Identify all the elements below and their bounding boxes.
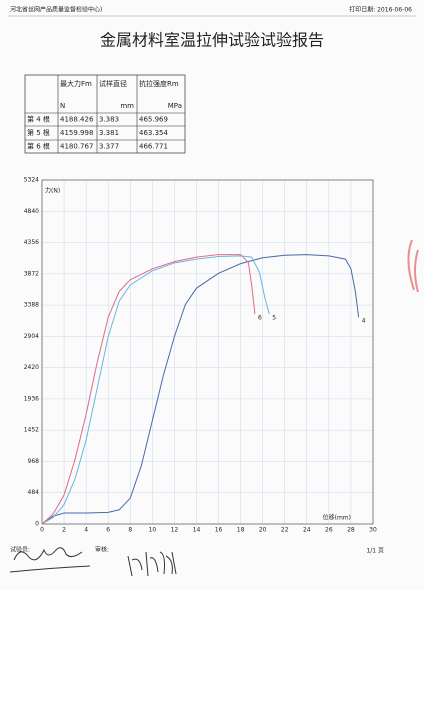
x-tick-label: 18 [237, 527, 245, 534]
x-tick-label: 14 [193, 527, 201, 534]
curve [41, 254, 360, 525]
y-tick-label: 968 [28, 458, 40, 465]
table-cell: 最大力Fm [60, 79, 92, 88]
x-tick-label: 28 [347, 527, 355, 534]
table-cell: 465.969 [139, 116, 168, 124]
signature [127, 551, 177, 577]
x-tick-label: 20 [259, 527, 267, 534]
table-border [24, 74, 186, 154]
table: 最大力Fm 试样直径 抗拉强度Rm N mm MPa 第 4 根 4188.426 3.383 4… [24, 74, 186, 154]
table-cell: MPa [168, 102, 182, 110]
table-cell: 4159.998 [60, 129, 93, 137]
plot-frame [41, 179, 374, 525]
curve-label: 6 [258, 315, 262, 322]
table-cell: 463.354 [139, 129, 168, 137]
x-tick-label: 0 [40, 527, 44, 534]
y-tick-label: 5324 [24, 177, 39, 184]
table-cell: 抗拉强度Rm [139, 79, 179, 88]
table-cell: 3.381 [99, 129, 119, 137]
y-tick-label: 3388 [24, 302, 39, 309]
table-cell: 466.771 [139, 143, 168, 151]
table-cell: 3.383 [99, 116, 119, 124]
y-tick-label: 0 [35, 521, 39, 528]
x-tick-label: 24 [303, 527, 311, 534]
y-tick-label: 484 [28, 489, 40, 496]
y-tick-label: 4840 [24, 208, 39, 215]
signature [9, 547, 91, 573]
tester: 试验员: [10, 546, 30, 554]
y-tick-label: 2904 [24, 333, 39, 340]
curve-label: 4 [362, 318, 366, 325]
y-tick-label: 2420 [24, 364, 39, 371]
table-cell: 第 5 根 [27, 128, 50, 137]
x-tick-label: 22 [281, 527, 289, 534]
table-cell: 3.377 [99, 143, 119, 151]
x-tick-label: 4 [84, 527, 88, 534]
x-tick-label: 30 [369, 527, 377, 534]
y-tick-label: 4356 [24, 239, 39, 246]
y-tick-label: 1936 [24, 395, 39, 402]
x-tick-label: 12 [171, 527, 179, 534]
curve [41, 255, 270, 525]
x-tick-label: 8 [128, 527, 132, 534]
table-cell: N [60, 102, 65, 110]
table-cell: 第 6 根 [27, 142, 50, 151]
x-axis-label: 位移(mm) [323, 514, 351, 522]
page-number: 1/1 页 [366, 548, 384, 555]
curve [41, 254, 256, 525]
table-cell: 第 4 根 [27, 115, 50, 124]
table-cell: 试样直径 [99, 79, 127, 88]
x-tick-label: 16 [215, 527, 223, 534]
y-tick-label: 1452 [24, 427, 39, 434]
title: 金属材料室温拉伸试验试验报告 [100, 31, 324, 50]
chart: 0484968145219362420290433883872435648405… [24, 177, 377, 534]
sheet [0, 0, 424, 590]
curve-label: 5 [272, 315, 276, 322]
reviewer: 审核: [95, 546, 109, 554]
org: 河北省丝网产品质量监督检验中心) [10, 6, 102, 14]
x-tick-label: 10 [149, 527, 157, 534]
table-cell: 4180.767 [60, 143, 93, 151]
print-date: 打印日期: 2016-06-06 [349, 6, 412, 14]
stamp [407, 239, 419, 293]
table-cell: 4188.426 [60, 116, 94, 124]
table-cell: mm [120, 102, 134, 110]
x-tick-label: 6 [106, 527, 110, 534]
x-tick-label: 2 [62, 527, 66, 534]
x-tick-label: 26 [325, 527, 333, 534]
y-tick-label: 3872 [24, 270, 39, 277]
y-axis-label: 力(N) [45, 187, 60, 195]
